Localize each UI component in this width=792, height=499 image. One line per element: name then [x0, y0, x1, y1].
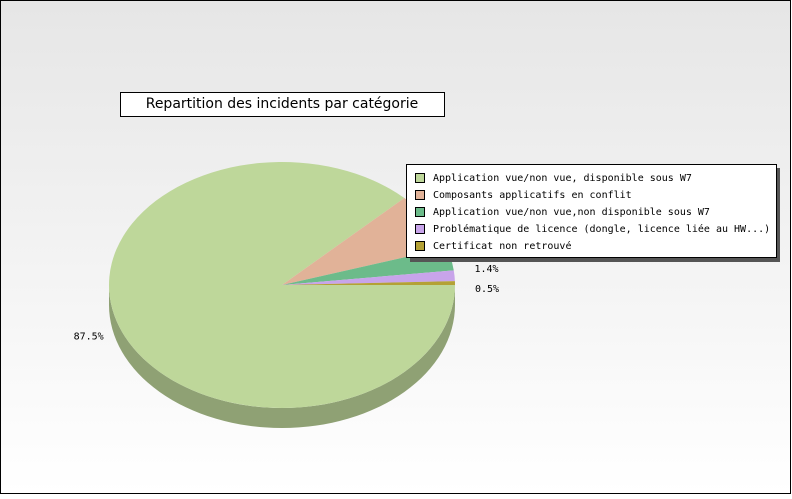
legend-swatch [415, 241, 425, 251]
pie-slice [282, 281, 455, 285]
pie-side [109, 285, 455, 428]
legend-box [406, 164, 777, 258]
legend-label: Certificat non retrouvé [433, 240, 571, 252]
pie-slice [282, 270, 455, 285]
chart-title: Repartition des incidents par catégorie [146, 96, 419, 112]
pie: 87.5%7.6%3.0%1.4%0.5% [74, 162, 499, 428]
legend-swatch [415, 190, 425, 200]
legend-swatch [415, 207, 425, 217]
legend-label: Application vue/non vue, disponible sous… [433, 173, 692, 184]
legend-swatch [415, 173, 425, 183]
legend-label: Application vue/non vue,non disponible s… [433, 207, 710, 218]
data-label: 0.5% [475, 284, 499, 295]
legend: Application vue/non vue, disponible sous… [406, 164, 780, 262]
title-box [120, 92, 445, 117]
legend-swatch [415, 224, 425, 234]
legend-label: Composants applicatifs en conflit [433, 190, 632, 201]
data-label: 1.4% [474, 264, 498, 275]
data-label: 87.5% [74, 332, 104, 343]
pie-slice [282, 198, 447, 285]
legend-label: Problématique de licence (dongle, licenc… [433, 223, 770, 235]
pie-slice [109, 162, 455, 409]
